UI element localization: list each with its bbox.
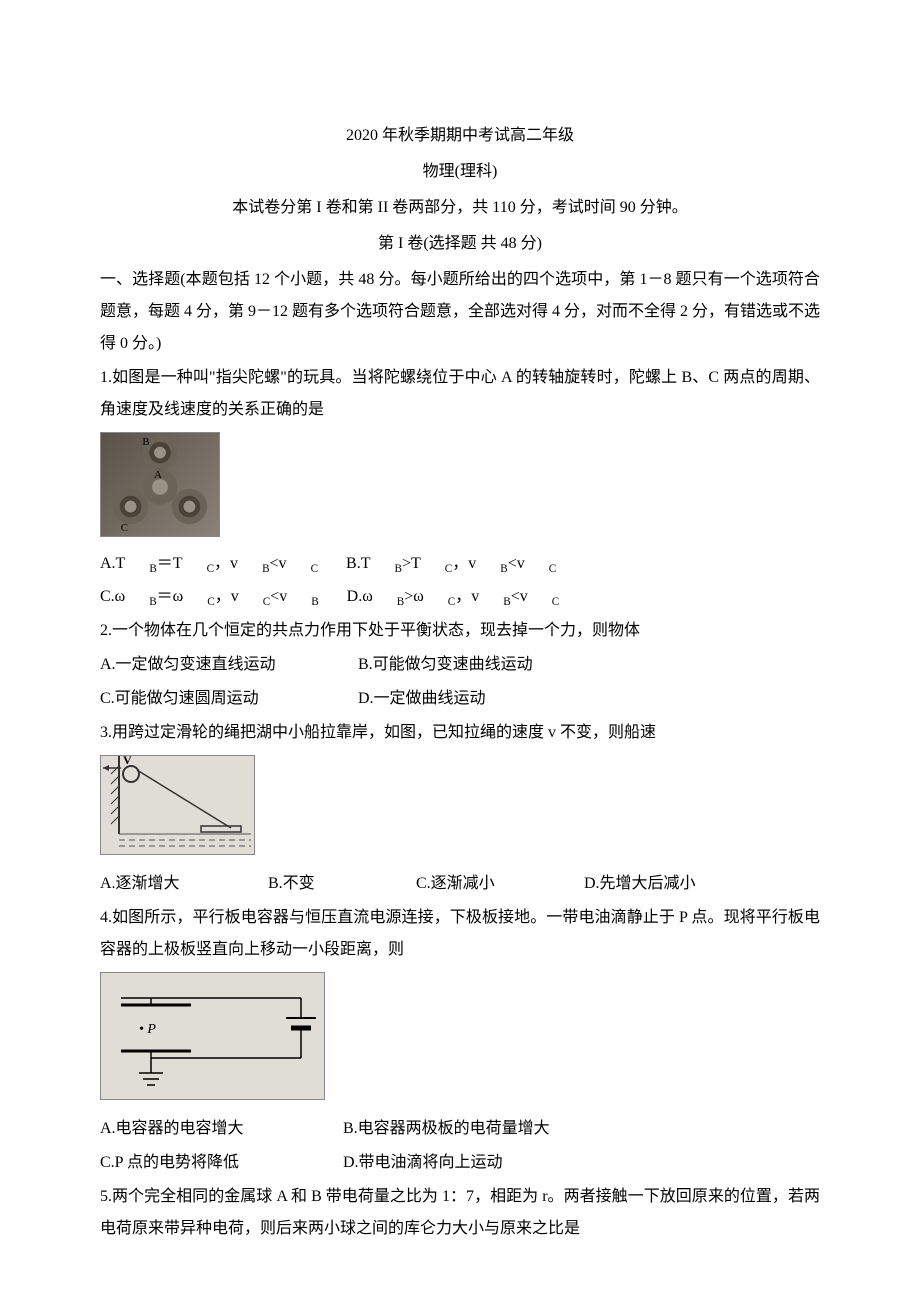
exam-subject: 物理(理科) bbox=[100, 156, 820, 188]
section-title: 第 I 卷(选择题 共 48 分) bbox=[100, 228, 820, 260]
q4-label-p: • P bbox=[139, 1022, 156, 1037]
q1-label-c: C bbox=[121, 522, 128, 534]
section-instruction: 一、选择题(本题包括 12 个小题，共 48 分。每小题所给出的四个选项中，第 … bbox=[100, 264, 820, 360]
q2-options-row2: C.可能做匀速圆周运动 D.一定做曲线运动 bbox=[100, 683, 820, 715]
q3-stem: 3.用跨过定滑轮的绳把湖中小船拉靠岸，如图，已知拉绳的速度 v 不变，则船速 bbox=[100, 717, 820, 749]
q1-options: A.TB＝TC，vB<vC B.TB>TC，vB<vC C.ωB＝ωC，vC<v… bbox=[100, 548, 820, 613]
q4-options-row2: C.P 点的电势将降低 D.带电油滴将向上运动 bbox=[100, 1147, 820, 1179]
q4-stem: 4.如图所示，平行板电容器与恒压直流电源连接，下极板接地。一带电油滴静止于 P … bbox=[100, 902, 820, 966]
q1-label-a: A bbox=[154, 469, 162, 481]
q3-options: A.逐渐增大 B.不变 C.逐渐减小 D.先增大后减小 bbox=[100, 868, 820, 900]
q4-options-row1: A.电容器的电容增大 B.电容器两极板的电荷量增大 bbox=[100, 1113, 820, 1145]
exam-title: 2020 年秋季期期中考试高二年级 bbox=[100, 120, 820, 152]
q3-label-v: V bbox=[123, 756, 132, 767]
q2-stem: 2.一个物体在几个恒定的共点力作用下处于平衡状态，现去掉一个力，则物体 bbox=[100, 615, 820, 647]
q1-figure: B A C bbox=[100, 432, 220, 537]
q5-stem: 5.两个完全相同的金属球 A 和 B 带电荷量之比为 1：7，相距为 r。两者接… bbox=[100, 1181, 820, 1245]
q1-label-b: B bbox=[142, 436, 149, 448]
q2-options-row1: A.一定做匀变速直线运动 B.可能做匀变速曲线运动 bbox=[100, 649, 820, 681]
q4-figure: • P bbox=[100, 972, 325, 1100]
q1-stem: 1.如图是一种叫"指尖陀螺"的玩具。当将陀螺绕位于中心 A 的转轴旋转时，陀螺上… bbox=[100, 362, 820, 426]
exam-description: 本试卷分第 I 卷和第 II 卷两部分，共 110 分，考试时间 90 分钟。 bbox=[100, 192, 820, 224]
q3-figure: V bbox=[100, 755, 255, 855]
